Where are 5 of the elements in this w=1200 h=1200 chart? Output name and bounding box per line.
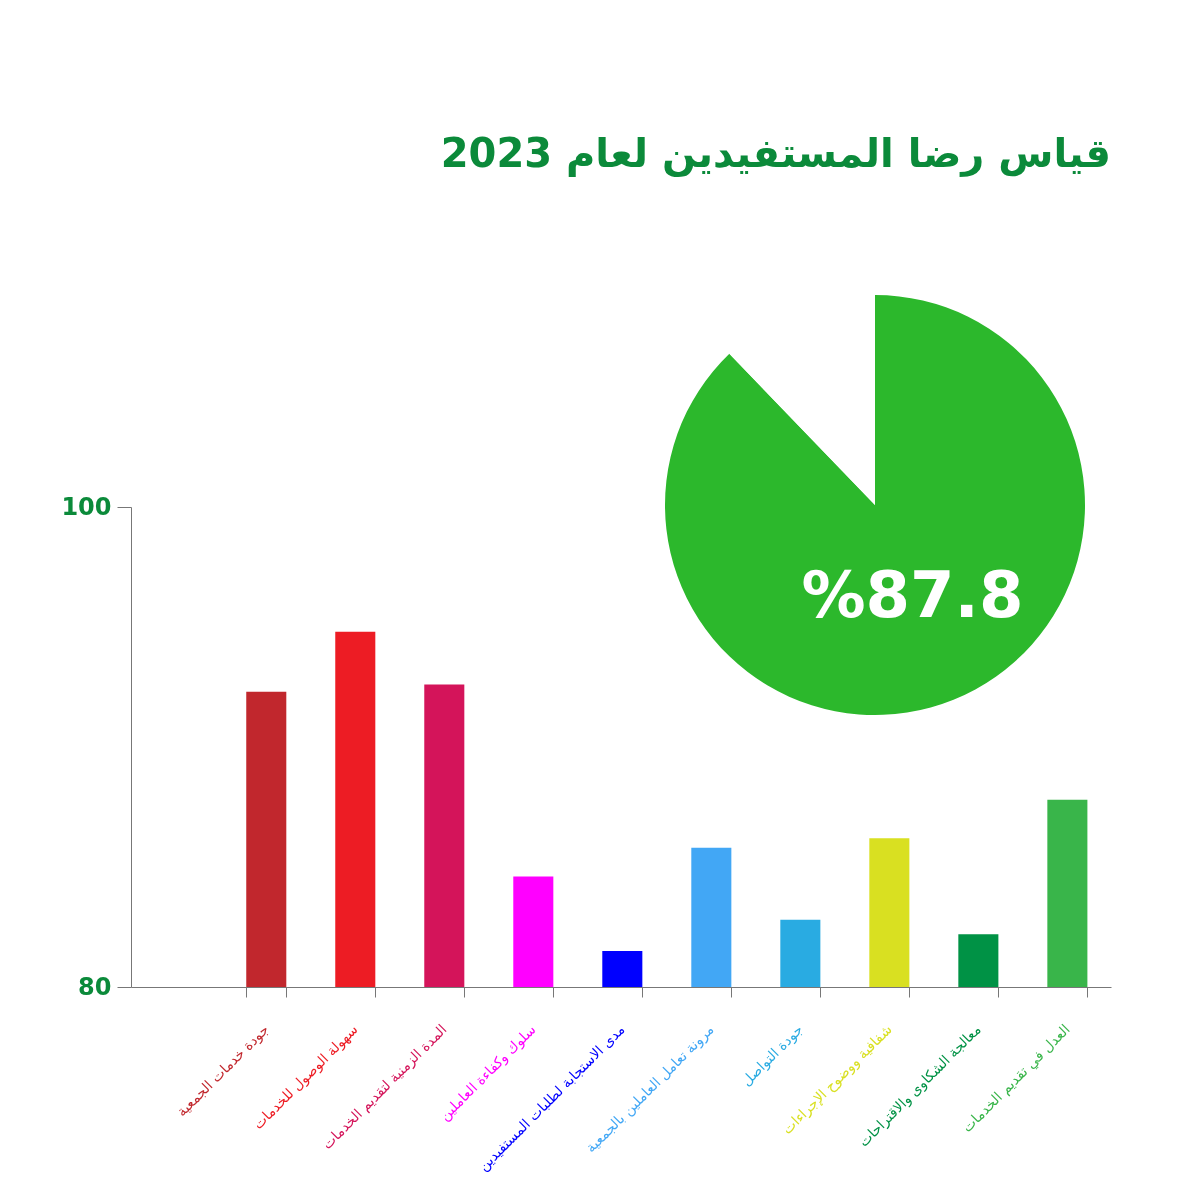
- x-tick-label: جودة التواصل: [737, 1021, 807, 1090]
- y-tick-label: 80: [78, 972, 112, 1001]
- chart-title: قياس رضا المستفيدين لعام 2023: [440, 130, 1111, 177]
- y-tick-label: 100: [61, 492, 112, 521]
- data-label: %87.8: [801, 557, 1024, 632]
